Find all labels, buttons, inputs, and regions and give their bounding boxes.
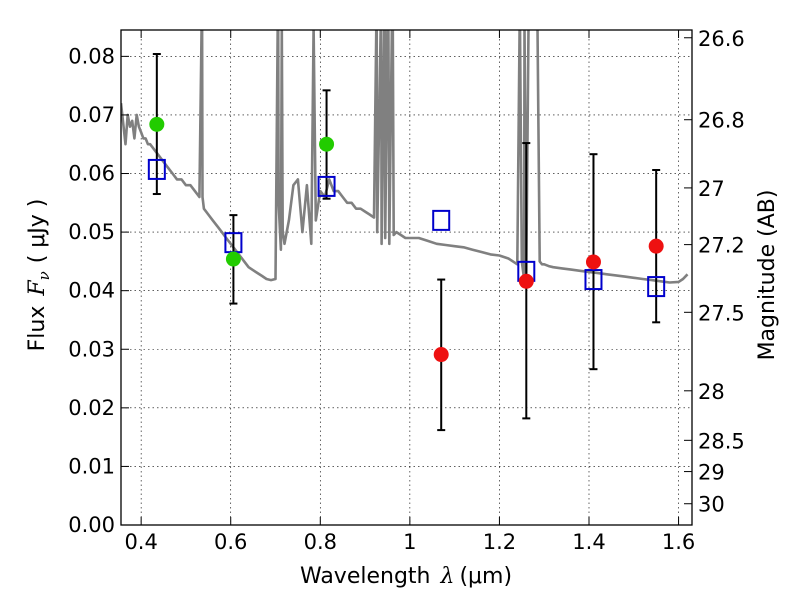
x-tick-label: 0.6 xyxy=(214,530,247,554)
magnitude-tick-label: 26.6 xyxy=(698,27,745,51)
y-tick-label: 0.02 xyxy=(68,396,115,420)
y-tick-label: 0.00 xyxy=(68,513,115,537)
y-tick-label: 0.04 xyxy=(68,279,115,303)
y-tick-label: 0.08 xyxy=(68,44,115,68)
y-tick-label: 0.06 xyxy=(68,162,115,186)
x-tick-label: 0.8 xyxy=(304,530,337,554)
model-photometry-square xyxy=(584,269,603,291)
marker-layer xyxy=(147,116,666,363)
x-axis: 0.4 0.6 0.8 1 1.2 1.4 1.6 xyxy=(124,30,695,554)
grid xyxy=(121,30,692,526)
y-axis-title-symbol: F xyxy=(25,280,50,297)
observed-optical-point xyxy=(149,116,165,132)
y-axis-title-subscript: ν xyxy=(35,271,53,280)
observed-infrared-point xyxy=(585,254,601,270)
observed-infrared-point xyxy=(433,347,449,363)
plot-frame xyxy=(120,29,693,526)
y-axis-right: 26.6 26.8 27 27.2 27.5 28 28.5 29 30 xyxy=(684,27,745,517)
model-photometry-square xyxy=(317,175,336,197)
y-axis-title-unit: ( μJy ) xyxy=(25,199,50,264)
model-photometry-square xyxy=(432,209,451,231)
y-tick-label: 0.03 xyxy=(68,337,115,361)
x-axis-title-unit: (μm) xyxy=(459,564,512,589)
observed-infrared-point xyxy=(518,273,534,289)
x-axis-title: Wavelength λ (μm) xyxy=(300,564,512,589)
plot-background xyxy=(121,30,692,525)
magnitude-tick-label: 27 xyxy=(698,177,725,201)
magnitude-tick-label: 29 xyxy=(698,461,725,485)
observed-optical-point xyxy=(225,251,241,267)
y-axis-title-text: Flux xyxy=(25,306,50,352)
x-axis-title-text: Wavelength xyxy=(300,564,431,589)
model-photometry-square xyxy=(647,276,666,298)
magnitude-tick-label: 27.5 xyxy=(698,301,745,325)
observed-infrared-point xyxy=(648,238,664,254)
x-tick-label: 1.6 xyxy=(662,530,695,554)
x-tick-label: 1 xyxy=(403,530,416,554)
model-sed-line xyxy=(121,30,689,284)
x-tick-label: 1.4 xyxy=(572,530,605,554)
y-axis-left: 0.00 0.01 0.02 0.03 0.04 0.05 0.06 0.07 0.08 xyxy=(68,44,129,537)
magnitude-tick-label: 28.5 xyxy=(698,429,745,453)
y-axis-title: Flux Fν ( μJy ) xyxy=(25,199,53,352)
observed-optical-point xyxy=(319,136,335,152)
y-axis-right-title: Magnitude (AB) xyxy=(755,190,780,361)
magnitude-tick-label: 27.2 xyxy=(698,234,745,258)
x-axis-title-symbol: λ xyxy=(439,564,454,589)
x-tick-label: 0.4 xyxy=(124,530,157,554)
model-photometry-square xyxy=(147,158,166,180)
y-tick-label: 0.07 xyxy=(68,103,115,127)
magnitude-tick-label: 30 xyxy=(698,493,725,517)
y-tick-label: 0.05 xyxy=(68,220,115,244)
x-tick-label: 1.2 xyxy=(483,530,516,554)
y-tick-label: 0.01 xyxy=(68,454,115,478)
magnitude-tick-label: 26.8 xyxy=(698,109,745,133)
magnitude-tick-label: 28 xyxy=(698,380,725,404)
model-sed-layer xyxy=(121,30,689,284)
